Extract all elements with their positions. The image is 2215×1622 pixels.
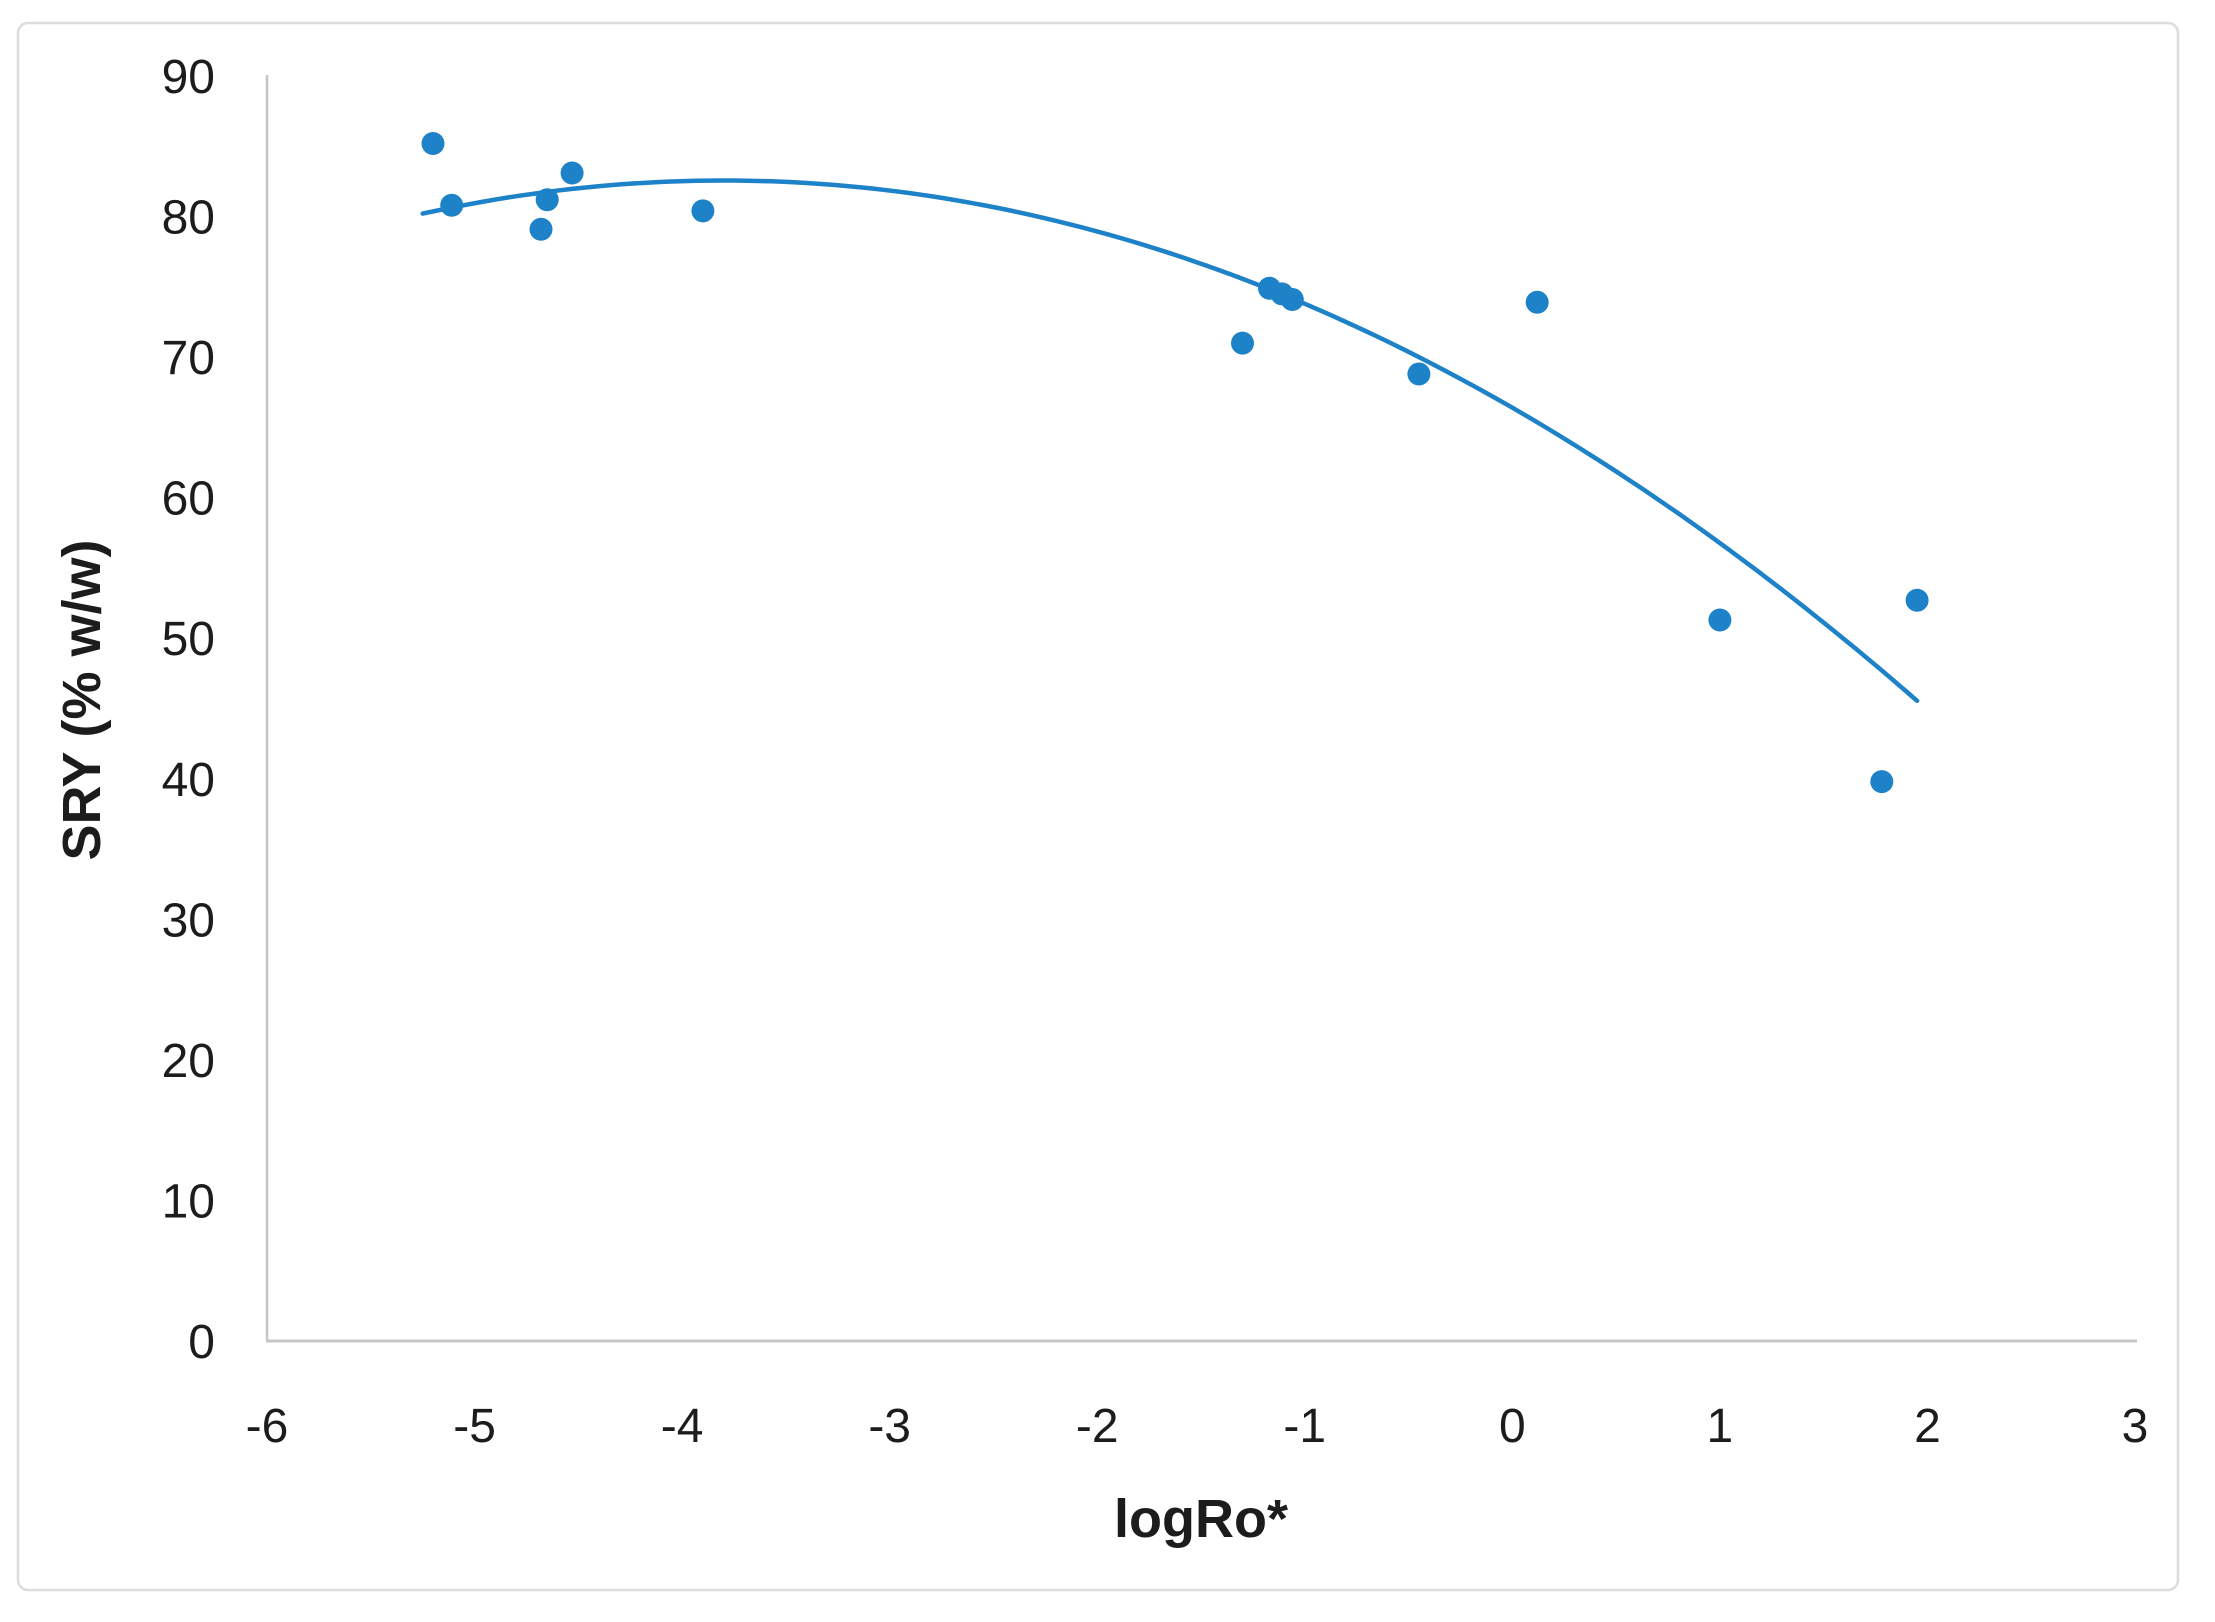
- data-point: [560, 161, 584, 185]
- y-tick-label: 0: [188, 1316, 215, 1369]
- x-tick-label: 0: [1499, 1400, 1526, 1453]
- data-point: [1525, 290, 1549, 314]
- figure-frame: [16, 21, 2180, 1592]
- y-axis-title: SRY (% w/w): [52, 539, 112, 860]
- data-point: [535, 188, 559, 212]
- y-tick-label: 80: [162, 192, 215, 245]
- x-axis-tick-labels: -6 -5 -4 -3 -2 -1 0 1 2 3: [246, 1400, 2149, 1453]
- y-tick-label: 30: [162, 894, 215, 947]
- plot-area: [420, 132, 1929, 794]
- x-tick-label: -6: [246, 1400, 289, 1453]
- trendline-curve: [420, 178, 1920, 704]
- data-point: [529, 217, 553, 241]
- x-tick-label: -3: [868, 1400, 911, 1453]
- x-tick-label: -1: [1283, 1400, 1326, 1453]
- data-point: [421, 132, 445, 155]
- y-tick-label: 20: [162, 1035, 215, 1088]
- y-tick-label: 90: [162, 51, 215, 104]
- data-point: [1280, 288, 1304, 311]
- x-tick-label: 3: [2122, 1400, 2149, 1453]
- data-point: [1708, 608, 1732, 632]
- y-axis-tick-labels: 0 10 20 30 40 50 60 70 80 90: [162, 51, 215, 1369]
- data-point: [440, 193, 464, 217]
- y-tick-label: 70: [162, 332, 215, 385]
- data-point: [1870, 770, 1894, 794]
- x-tick-label: -5: [453, 1400, 496, 1453]
- x-tick-label: -2: [1076, 1400, 1119, 1453]
- x-tick-label: 2: [1914, 1400, 1941, 1453]
- data-point: [1231, 331, 1254, 355]
- data-point: [691, 199, 715, 223]
- y-tick-label: 40: [162, 754, 215, 807]
- data-point: [1407, 362, 1431, 386]
- data-point: [1905, 588, 1929, 612]
- y-tick-label: 50: [162, 613, 215, 666]
- y-tick-label: 10: [162, 1175, 215, 1228]
- x-axis-title: logRo*: [1114, 1489, 1288, 1549]
- x-tick-label: -4: [661, 1400, 704, 1453]
- y-tick-label: 60: [162, 473, 215, 526]
- x-tick-label: 1: [1707, 1400, 1734, 1453]
